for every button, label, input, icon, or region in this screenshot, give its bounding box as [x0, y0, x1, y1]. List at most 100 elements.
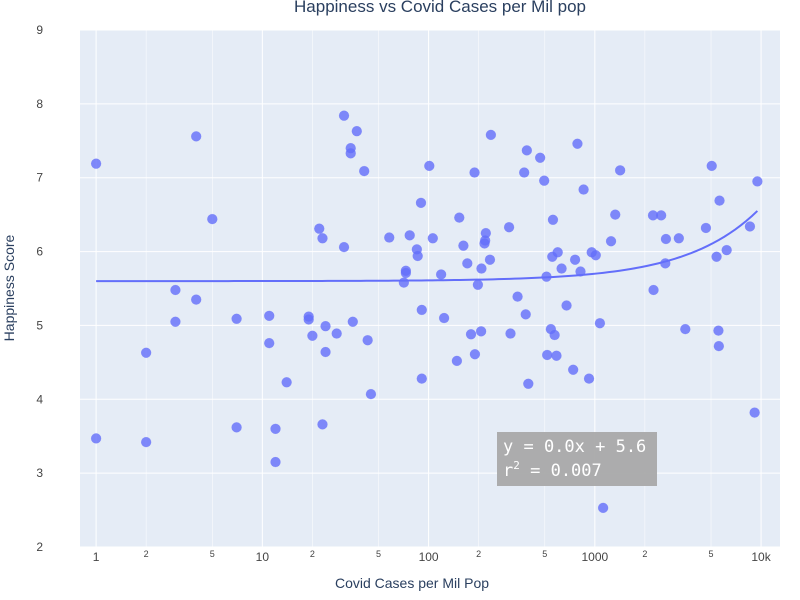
scatter-point: [503, 221, 515, 233]
scatter-point: [648, 284, 659, 296]
scatter-point: [231, 422, 242, 433]
regression-annotation: y = 0.0x + 5.6 r2 = 0.007: [497, 432, 657, 486]
scatter-point: [314, 223, 325, 234]
scatter-point: [465, 329, 477, 340]
scatter-point: [556, 263, 567, 274]
scatter-point: [263, 337, 275, 349]
scatter-point: [594, 317, 606, 329]
x-minor-tick-label: 5: [376, 549, 381, 559]
scatter-point: [270, 423, 281, 435]
scatter-point: [567, 364, 579, 375]
scatter-point: [534, 152, 546, 164]
scatter-point: [270, 456, 281, 468]
scatter-point: [721, 244, 732, 256]
scatter-point: [404, 230, 415, 241]
scatter-point: [583, 373, 595, 384]
x-minor-tick-label: 5: [210, 549, 215, 559]
scatter-point: [713, 325, 724, 336]
scatter-point: [469, 348, 481, 360]
scatter-point: [427, 233, 439, 244]
trendline-path: [96, 210, 759, 283]
x-minor-tick-label: 2: [642, 549, 647, 559]
scatter-point: [351, 125, 363, 137]
scatter-point: [700, 222, 712, 234]
scatter-point: [541, 271, 552, 282]
scatter-point: [472, 279, 484, 291]
scatter-point: [231, 313, 242, 325]
scatter-point: [424, 160, 435, 172]
scatter-point: [541, 349, 553, 361]
plot-background: [80, 30, 780, 547]
scatter-point: [400, 267, 412, 279]
scatter-point: [90, 158, 102, 169]
scatter-point: [458, 240, 469, 251]
x-tick-label: 10k: [751, 550, 771, 564]
scatter-point: [605, 235, 617, 247]
scatter-point: [140, 347, 152, 359]
y-axis-label: Happiness Score: [1, 234, 17, 341]
scatter-point: [552, 247, 563, 258]
scatter-point: [307, 330, 318, 342]
scatter-point: [398, 277, 410, 288]
y-tick-label: 4: [36, 392, 43, 406]
scatter-point: [140, 436, 152, 448]
y-tick-label: 2: [36, 540, 43, 554]
x-minor-tick-label: 5: [542, 549, 547, 559]
scatter-point: [518, 167, 530, 178]
scatter-point: [569, 254, 581, 265]
y-tick-labels: 2 3 4 5 6 7 8 9: [36, 23, 43, 554]
scatter-point: [207, 213, 218, 225]
scatter-point: [655, 210, 667, 221]
scatter-point: [281, 377, 292, 388]
scatter-point: [362, 334, 373, 346]
scatter-point: [520, 309, 531, 320]
scatter-point: [170, 284, 181, 296]
x-minor-tick-label: 2: [144, 549, 149, 559]
y-tick-label: 3: [36, 466, 43, 480]
scatter-point: [331, 328, 342, 339]
annotation-equation: y = 0.0x + 5.6: [503, 437, 646, 457]
scatter-point: [714, 195, 725, 206]
scatter-point: [575, 266, 586, 277]
scatter-point: [416, 304, 428, 316]
scatter-point: [551, 350, 562, 361]
x-tick-label: 100: [419, 550, 439, 564]
scatter-point: [303, 314, 314, 325]
scatter-point: [485, 129, 497, 141]
scatter-point: [190, 131, 202, 142]
scatter-point: [752, 176, 763, 187]
scatter-point: [521, 145, 533, 156]
y-tick-label: 9: [36, 23, 43, 37]
scatter-point: [673, 233, 685, 244]
x-tick-label: 10: [256, 550, 270, 564]
scatter-point: [358, 165, 370, 177]
scatter-point: [469, 167, 480, 178]
scatter-point: [438, 312, 450, 324]
scatter-point: [713, 340, 725, 352]
scatter-point: [412, 250, 423, 262]
scatter-point: [749, 407, 760, 418]
scatter-point: [597, 502, 609, 514]
scatter-point: [338, 110, 350, 121]
scatter-point: [320, 346, 331, 358]
scatter-point: [347, 316, 359, 327]
scatter-point: [320, 320, 331, 332]
scatter-point: [610, 209, 621, 220]
scatter-point: [416, 373, 428, 384]
scatter-point: [384, 232, 395, 243]
scatter-point: [549, 329, 560, 341]
scatter-point: [505, 328, 516, 339]
data-points: [90, 110, 763, 514]
scatter-point: [317, 233, 328, 244]
scatter-point: [547, 214, 559, 226]
chart-title: Happiness vs Covid Cases per Mil pop: [294, 0, 586, 16]
scatter-point: [590, 250, 601, 261]
scatter-point: [680, 323, 691, 335]
scatter-point: [263, 310, 275, 322]
scatter-point: [365, 388, 377, 400]
scatter-point: [660, 258, 671, 269]
scatter-point: [480, 227, 492, 239]
scatter-point: [90, 433, 102, 444]
x-tick-labels: 1 10 100 1000 10k 2 5 2 5 2 5 2 5: [93, 549, 772, 564]
